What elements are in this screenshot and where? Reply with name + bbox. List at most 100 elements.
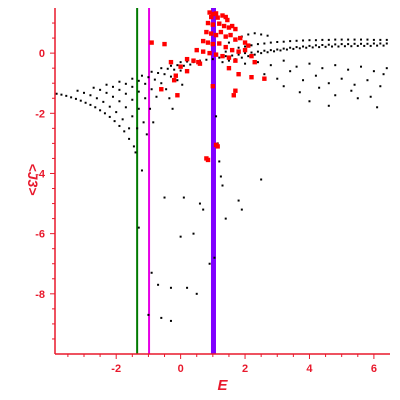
red-point [249, 53, 254, 59]
red-point [204, 29, 209, 35]
black-point [176, 79, 179, 82]
black-point [84, 101, 87, 104]
red-point [246, 43, 251, 48]
black-point [179, 61, 182, 64]
black-point [334, 38, 337, 41]
black-point [82, 91, 85, 94]
black-point [253, 53, 256, 56]
black-point [314, 44, 317, 47]
black-point [118, 80, 121, 83]
black-point [263, 73, 266, 76]
black-point [353, 38, 356, 41]
black-point [263, 49, 266, 52]
black-point [131, 77, 134, 80]
black-point [311, 46, 314, 49]
red-point [236, 71, 241, 77]
black-point [237, 199, 240, 202]
black-point [179, 235, 182, 238]
black-point [137, 79, 140, 82]
black-point [269, 64, 272, 67]
red-point [242, 40, 248, 45]
red-point [226, 65, 232, 71]
black-point [360, 65, 363, 68]
black-point [250, 51, 253, 54]
black-point [60, 93, 63, 96]
red-point [213, 32, 219, 38]
black-point [137, 226, 140, 229]
x-axis-label: E [217, 377, 228, 394]
red-point [184, 68, 190, 74]
black-point [95, 97, 98, 100]
black-point [376, 106, 379, 109]
red-point [215, 144, 220, 149]
red-point [178, 64, 183, 69]
black-point [263, 42, 266, 45]
black-point [108, 105, 111, 108]
black-point [111, 85, 114, 88]
black-point [213, 256, 216, 259]
black-point [347, 38, 350, 41]
black-point [140, 74, 143, 77]
black-point [105, 83, 108, 86]
black-point [118, 124, 121, 127]
red-point [233, 88, 238, 93]
black-point [137, 107, 140, 110]
black-point [340, 43, 343, 46]
black-point [182, 64, 185, 67]
black-point [366, 79, 369, 82]
black-point [102, 100, 105, 103]
black-point [145, 133, 148, 136]
black-point [276, 77, 279, 80]
black-point [289, 70, 292, 73]
black-point [260, 178, 263, 181]
black-point [128, 137, 131, 140]
black-point [221, 61, 224, 64]
red-point [220, 53, 225, 59]
black-point [385, 38, 388, 41]
black-point [65, 94, 68, 97]
black-point [218, 160, 221, 163]
black-point [360, 38, 363, 41]
black-point [198, 202, 201, 205]
black-point [327, 43, 330, 46]
black-point [205, 58, 208, 61]
black-point [137, 90, 140, 93]
black-point [305, 46, 308, 49]
black-point [192, 232, 195, 235]
red-point [213, 52, 219, 57]
black-point [79, 99, 82, 102]
red-point [231, 93, 236, 98]
black-point [89, 94, 92, 97]
red-point [175, 93, 180, 98]
black-point [256, 50, 259, 53]
red-point [217, 21, 222, 26]
red-point [210, 22, 216, 27]
y-tick-label: -2 [35, 108, 45, 120]
black-point [282, 40, 285, 43]
black-point [273, 50, 276, 53]
black-point [266, 51, 269, 54]
red-point [238, 35, 243, 41]
black-point [99, 88, 102, 91]
black-point [76, 89, 79, 92]
black-point [124, 82, 127, 85]
black-point [327, 82, 330, 85]
y-tick-label: 0 [39, 48, 45, 60]
black-point [253, 32, 256, 35]
black-point [356, 44, 359, 47]
red-point [171, 78, 177, 83]
black-point [118, 100, 121, 103]
black-point [324, 45, 327, 48]
y-axis-label: <J3> [25, 164, 41, 196]
red-point [220, 13, 225, 18]
black-point [244, 62, 247, 65]
black-point [340, 77, 343, 80]
axes: -2 0 2 4 6 0 -2 -4 -6 -8 [35, 8, 390, 375]
black-point [350, 45, 353, 48]
red-point [173, 73, 178, 78]
black-point [302, 45, 305, 48]
black-point [334, 94, 337, 97]
black-point [150, 88, 153, 91]
red-point [249, 75, 254, 80]
